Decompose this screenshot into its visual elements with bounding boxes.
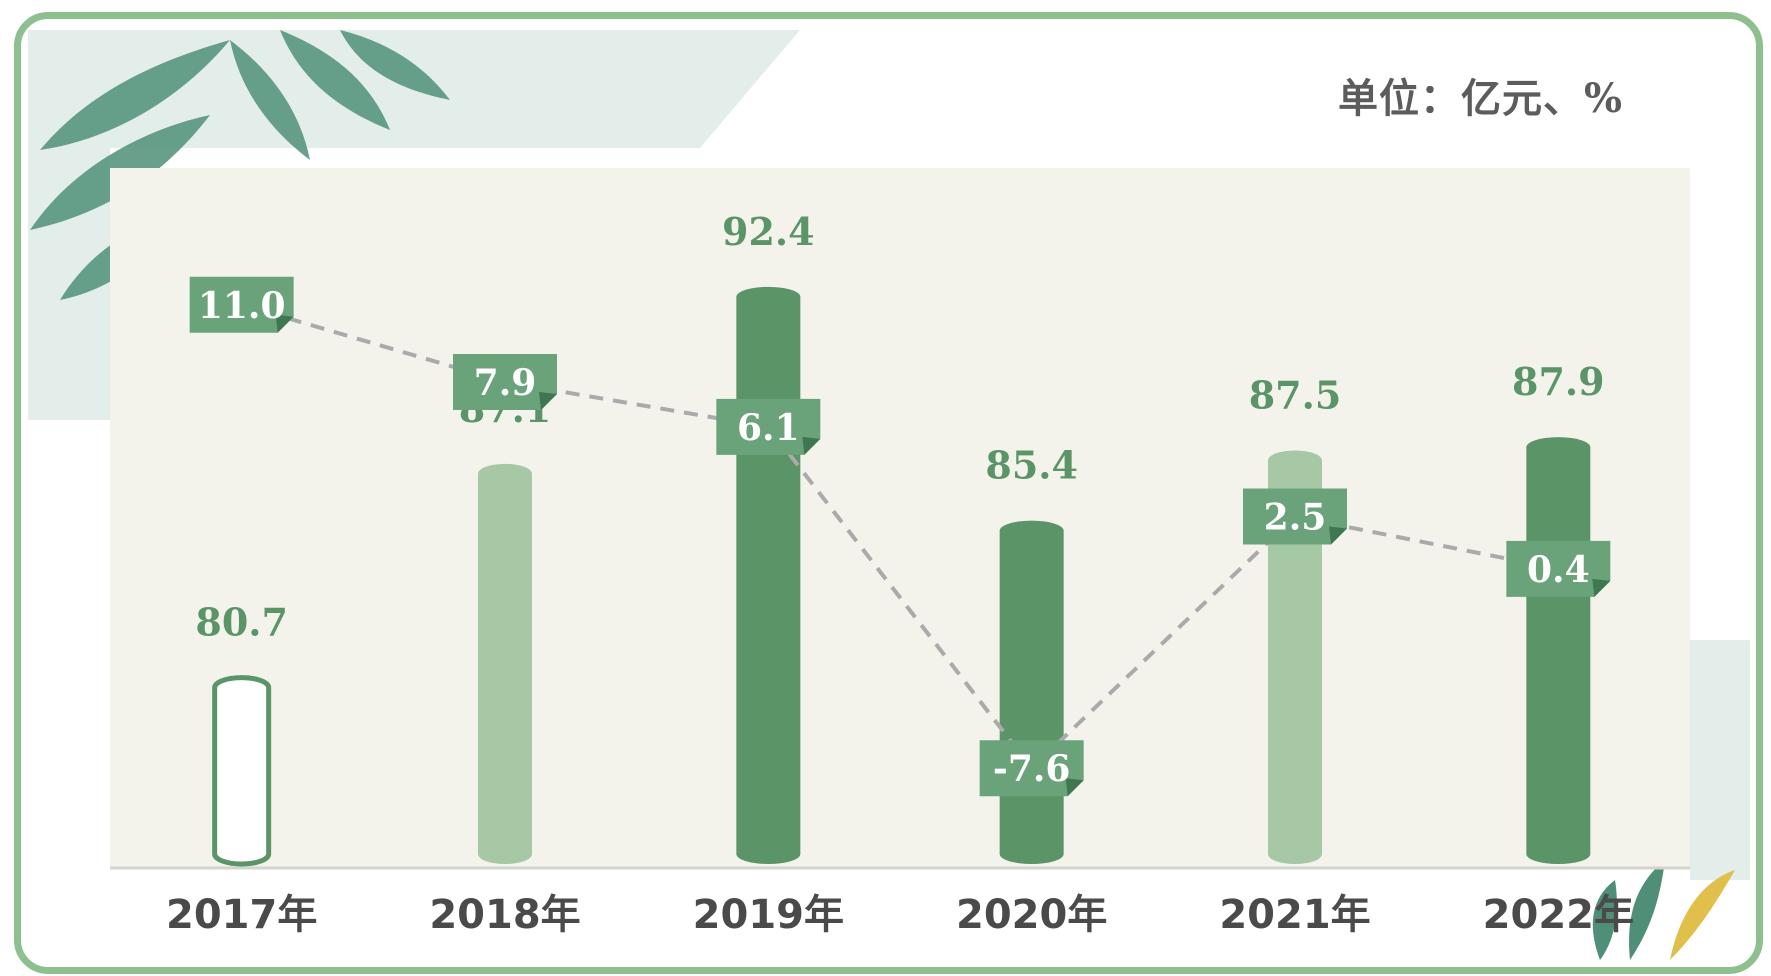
bar-value-label: 92.4 [722,209,815,254]
bar [478,463,532,864]
x-tick-label: 2021年 [1219,892,1370,938]
growth-value-label: 6.1 [737,407,800,449]
growth-label-fold [275,314,294,333]
growth-label-fold [1592,578,1611,597]
bar [1526,437,1591,864]
growth-label-fold [1065,778,1084,797]
x-tick-label: 2020年 [956,892,1107,938]
growth-label-fold [539,391,557,410]
growth-value-label: 7.9 [474,362,537,404]
x-tick-label: 2018年 [429,892,580,938]
bar-value-label: 87.5 [1249,373,1342,418]
x-tick-label: 2017年 [166,892,317,938]
growth-label-box [1243,488,1347,545]
bar [736,286,801,865]
bar-value-label: 80.7 [195,600,288,645]
bar [999,520,1064,864]
bar-value-label: 85.4 [985,443,1078,488]
growth-label-box [1506,540,1611,597]
growth-label-box [189,276,294,333]
background-wash [28,30,800,420]
growth-label-fold [1329,526,1347,545]
plot-area [110,168,1690,868]
plant-decoration-icon [1592,860,1735,960]
growth-value-label: 0.4 [1527,549,1590,591]
growth-value-label: -7.6 [993,748,1071,790]
bar [1268,450,1322,864]
growth-label-box [979,740,1084,797]
growth-label-fold [802,436,821,455]
growth-label-box [716,398,821,455]
x-tick-label: 2022年 [1483,892,1634,938]
bar-value-label: 87.9 [1512,359,1605,404]
growth-label-box [453,353,557,410]
growth-value-label: 2.5 [1264,497,1327,539]
bar [212,675,272,867]
unit-label: 单位：亿元、% [1337,75,1623,122]
background-wash-right [1690,640,1750,880]
growth-value-label: 11.0 [198,285,286,327]
x-tick-label: 2019年 [693,892,844,938]
